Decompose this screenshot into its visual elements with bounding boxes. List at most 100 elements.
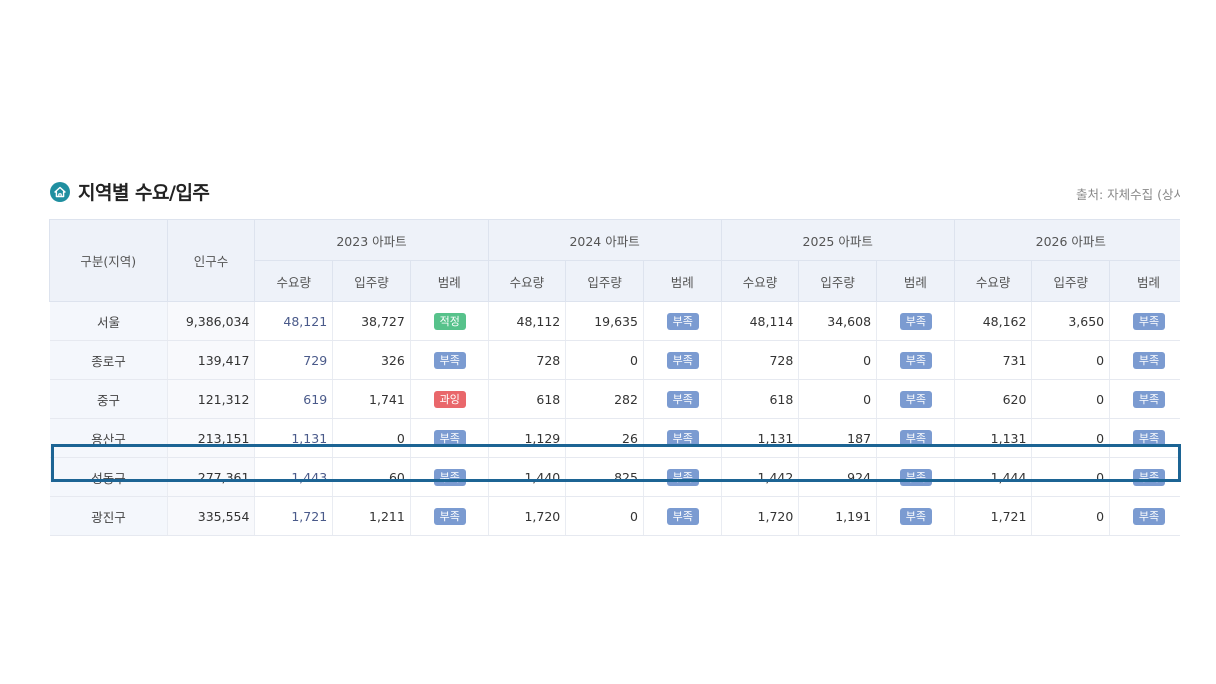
- cell-region: 서울: [49, 301, 168, 341]
- cell-supply: 0: [798, 340, 878, 380]
- cell-supply: 60: [332, 457, 411, 497]
- header-supply: 입주량: [565, 260, 644, 302]
- cell-supply: 0: [1031, 340, 1111, 380]
- cell-legend: 부족: [1109, 340, 1180, 380]
- cell-demand: 1,442: [721, 457, 800, 497]
- cell-demand: 1,720: [721, 496, 800, 536]
- cell-legend: 부족: [643, 496, 722, 536]
- legend-badge: 부족: [1132, 507, 1166, 525]
- cell-region: 광진구: [49, 496, 168, 536]
- legend-badge: 부족: [666, 468, 699, 486]
- table-row: 광진구 335,554 1,721 1,211 부족 1,720 0 부족 1,720 1,191…: [49, 496, 1180, 536]
- header-year-2023: 2023 아파트: [254, 219, 489, 261]
- cell-demand: 48,162: [954, 301, 1033, 341]
- legend-badge: 적정: [433, 312, 466, 330]
- legend-badge: 부족: [433, 468, 466, 486]
- header-demand: 수요량: [953, 260, 1033, 302]
- cell-demand: 48,112: [488, 301, 567, 341]
- header-supply: 입주량: [332, 260, 411, 302]
- cell-legend: 부족: [876, 340, 955, 380]
- header-population: 인구수: [166, 219, 256, 302]
- cell-demand: 729: [254, 340, 334, 380]
- legend-badge: 부족: [899, 468, 933, 486]
- cell-supply: 0: [565, 496, 644, 536]
- cell-demand: 1,721: [254, 496, 334, 536]
- cell-demand: 1,129: [488, 418, 567, 458]
- cell-demand: 1,131: [254, 418, 334, 458]
- cell-legend: 부족: [876, 301, 955, 341]
- header-region: 구분(지역): [49, 219, 168, 302]
- cell-demand: 48,121: [254, 301, 334, 341]
- cell-supply: 0: [565, 340, 644, 380]
- header-demand: 수요량: [487, 260, 567, 302]
- cell-legend: 부족: [410, 457, 489, 497]
- table-header: 구분(지역) 인구수 2023 아파트 2024 아파트 2025 아파트 20…: [49, 219, 1180, 302]
- table-row: 서울 9,386,034 48,121 38,727 적정 48,112 19,635 부족 4…: [49, 301, 1180, 341]
- cell-legend: 부족: [876, 457, 955, 497]
- header-legend: 범례: [409, 260, 489, 302]
- cell-supply: 38,727: [332, 301, 411, 341]
- cell-population: 335,554: [167, 496, 256, 536]
- source-note: 출처: 자체수집 (상시: [1076, 187, 1180, 202]
- cell-supply: 3,650: [1031, 301, 1111, 341]
- cell-supply: 0: [798, 379, 878, 419]
- cell-legend: 부족: [643, 340, 722, 380]
- cell-legend: 부족: [643, 418, 722, 458]
- section-title: 지역별 수요/입주: [50, 178, 210, 205]
- cell-region: 성동구: [49, 457, 168, 497]
- cell-supply: 0: [1031, 379, 1111, 419]
- legend-badge: 부족: [1132, 312, 1166, 330]
- legend-badge: 부족: [433, 429, 466, 447]
- cell-legend: 부족: [410, 418, 489, 458]
- cell-demand: 618: [488, 379, 567, 419]
- legend-badge: 부족: [899, 429, 933, 447]
- cell-demand: 48,114: [721, 301, 800, 341]
- cell-supply: 0: [1031, 496, 1111, 536]
- legend-badge: 부족: [899, 507, 933, 525]
- cell-legend: 부족: [643, 457, 722, 497]
- cell-legend: 부족: [876, 418, 955, 458]
- cell-supply: 0: [332, 418, 411, 458]
- cell-supply: 924: [798, 457, 878, 497]
- cell-population: 139,417: [167, 340, 256, 380]
- data-table-container: 구분(지역) 인구수 2023 아파트 2024 아파트 2025 아파트 20…: [49, 219, 1180, 536]
- table-row: 중구 121,312 619 1,741 과잉 618 282 부족 618 0 부족 620 0 부족: [49, 379, 1180, 419]
- cell-demand: 728: [488, 340, 567, 380]
- table-row: 용산구 213,151 1,131 0 부족 1,129 26 부족 1,131 187 부족 1,1…: [49, 418, 1180, 458]
- cell-supply: 825: [565, 457, 644, 497]
- cell-demand: 731: [954, 340, 1033, 380]
- cell-demand: 618: [721, 379, 800, 419]
- cell-supply: 187: [798, 418, 878, 458]
- header-demand: 수요량: [720, 260, 800, 302]
- cell-legend: 부족: [876, 379, 955, 419]
- cell-supply: 1,741: [332, 379, 411, 419]
- cell-legend: 부족: [1109, 379, 1180, 419]
- legend-badge: 부족: [666, 507, 699, 525]
- header-legend: 범례: [642, 260, 722, 302]
- legend-badge: 부족: [433, 507, 466, 525]
- page-title: 지역별 수요/입주: [78, 182, 210, 204]
- cell-legend: 부족: [410, 340, 489, 380]
- legend-badge: 부족: [1132, 429, 1166, 447]
- cell-population: 277,361: [167, 457, 256, 497]
- region-supply-demand-table: 구분(지역) 인구수 2023 아파트 2024 아파트 2025 아파트 20…: [49, 219, 1180, 536]
- cell-legend: 부족: [410, 496, 489, 536]
- cell-region: 종로구: [49, 340, 168, 380]
- cell-supply: 282: [565, 379, 644, 419]
- cell-demand: 1,721: [954, 496, 1033, 536]
- header-supply: 입주량: [798, 260, 878, 302]
- cell-supply: 1,211: [332, 496, 411, 536]
- cell-supply: 34,608: [798, 301, 878, 341]
- table-row: 종로구 139,417 729 326 부족 728 0 부족 728 0 부족 731 0 부족: [49, 340, 1180, 380]
- legend-badge: 부족: [899, 351, 933, 369]
- legend-badge: 부족: [433, 351, 466, 369]
- home-icon: [50, 181, 70, 202]
- legend-badge: 부족: [666, 429, 699, 447]
- cell-legend: 부족: [1109, 418, 1180, 458]
- header-supply: 입주량: [1031, 260, 1111, 302]
- legend-badge: 부족: [1132, 390, 1166, 408]
- cell-demand: 619: [254, 379, 334, 419]
- cell-demand: 1,131: [954, 418, 1033, 458]
- legend-badge: 부족: [666, 390, 699, 408]
- cell-legend: 부족: [1109, 301, 1180, 341]
